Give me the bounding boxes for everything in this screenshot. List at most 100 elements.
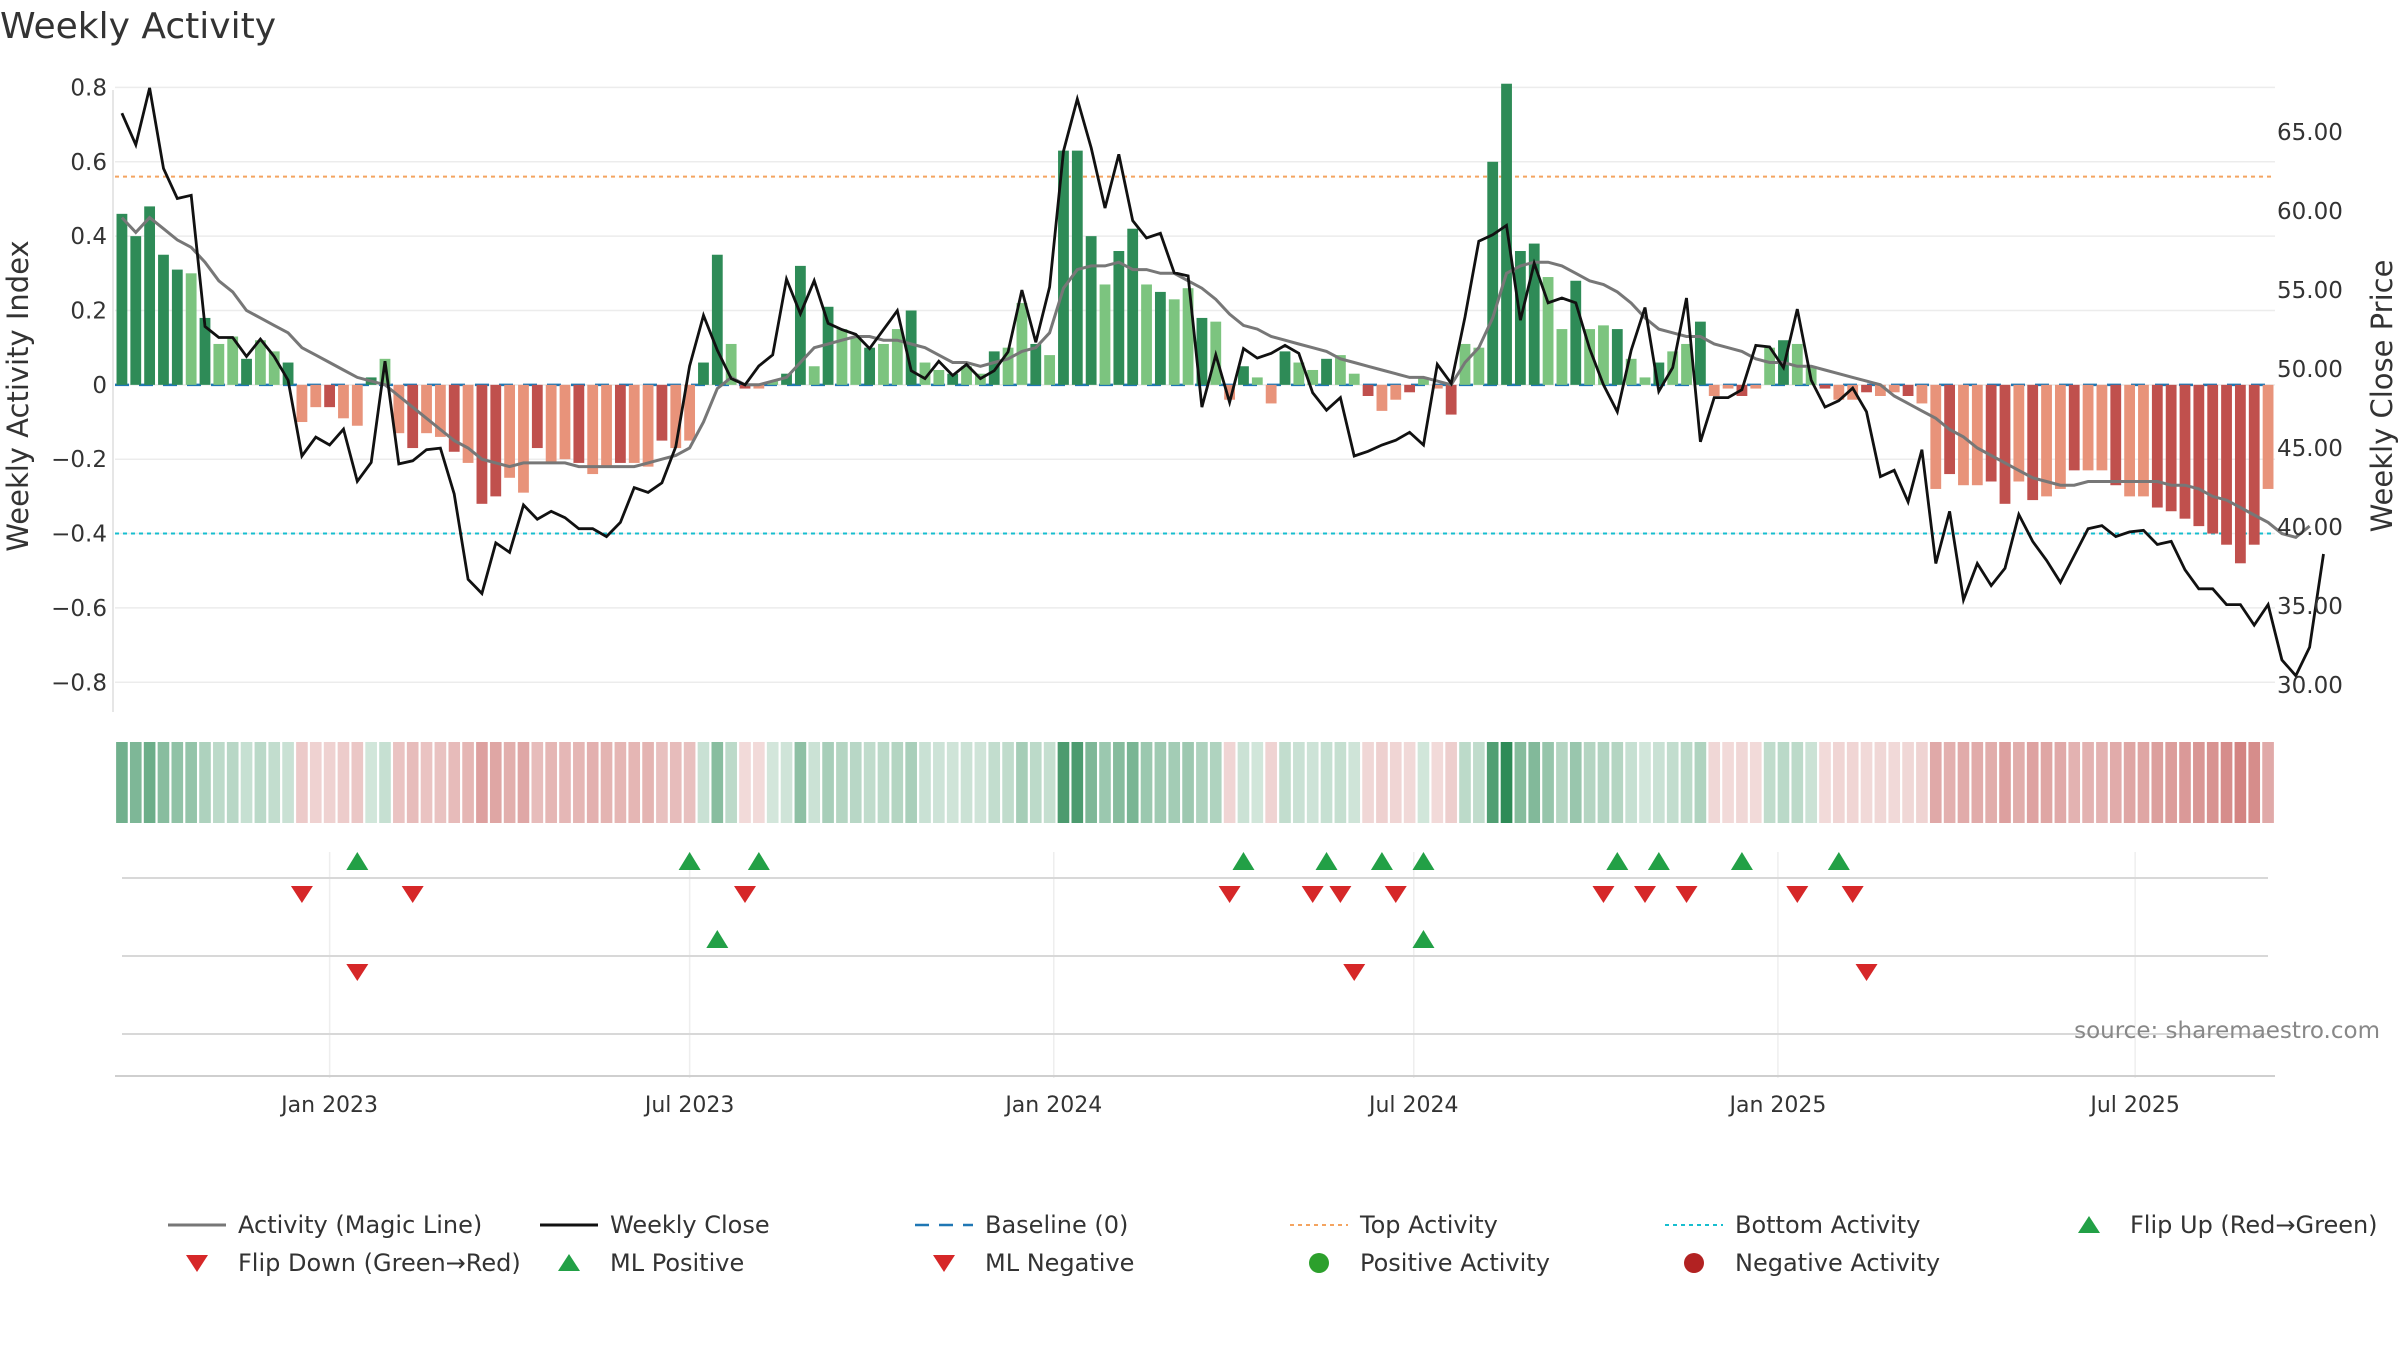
heat-cell <box>393 742 405 823</box>
heat-cell <box>213 742 225 823</box>
activity-bar <box>199 317 211 385</box>
legend-label: Top Activity <box>1359 1211 1498 1239</box>
activity-bar <box>1030 343 1042 385</box>
heat-cell <box>1846 742 1859 823</box>
event-markers <box>290 852 1878 981</box>
activity-bar <box>1861 384 1872 393</box>
heat-cell <box>476 742 488 823</box>
activity-bar <box>836 329 848 385</box>
activity-bar <box>1930 384 1942 489</box>
legend-label: Bottom Activity <box>1735 1211 1920 1239</box>
activity-bar <box>1653 362 1665 385</box>
activity-bar <box>919 362 931 385</box>
heat-cell <box>794 742 807 823</box>
activity-bar <box>781 373 792 385</box>
y-right-tick-label: 50.00 <box>2277 357 2343 383</box>
heat-cell <box>1126 742 1139 823</box>
legend-swatch-negative-dot <box>1684 1253 1704 1273</box>
source-text: source: sharemaestro.com <box>2074 1018 2380 1044</box>
x-tick-label: Jul 2023 <box>643 1093 735 1118</box>
activity-bar <box>2027 384 2039 501</box>
heat-cell <box>933 742 945 823</box>
heat-cell <box>1459 742 1471 823</box>
y-left-tick-label: −0.4 <box>51 522 107 548</box>
heat-cell <box>309 742 322 823</box>
activity-bar <box>1196 317 1208 385</box>
heat-cell <box>1791 742 1804 823</box>
legend-swatch-up-triangle <box>558 1254 580 1271</box>
activity-bar <box>1127 228 1139 385</box>
weekly-close-line <box>120 87 2325 679</box>
heat-cell <box>974 742 987 823</box>
heat-cell <box>323 742 336 823</box>
activity-bar <box>268 351 280 385</box>
heat-cell <box>1749 742 1762 823</box>
heat-cell <box>2234 742 2247 823</box>
legend-label: Positive Activity <box>1360 1249 1550 1277</box>
heat-cell <box>697 742 710 823</box>
activity-bar <box>1418 377 1429 385</box>
activity-bar <box>490 384 502 497</box>
heat-cell <box>960 742 973 823</box>
heat-cell <box>1431 742 1444 823</box>
y-left-axis-label: Weekly Activity Index <box>1 240 35 551</box>
legend-swatch-down-triangle <box>933 1255 955 1272</box>
heat-cell <box>1736 742 1748 823</box>
ml-negative-marker <box>346 964 369 981</box>
activity-bar <box>1888 384 1900 393</box>
flip-down-marker <box>1634 886 1656 903</box>
flip-up-marker <box>346 852 369 870</box>
activity-bar <box>988 351 1000 385</box>
heat-cell <box>517 742 530 823</box>
heat-cell <box>1943 742 1956 823</box>
activity-bar <box>1445 384 1457 415</box>
activity-bar <box>1750 384 1762 389</box>
heat-cell <box>1556 742 1568 823</box>
activity-bar <box>587 384 599 475</box>
activity-bar <box>905 310 917 385</box>
y-right-tick-label: 45.00 <box>2277 436 2343 462</box>
activity-bar <box>2207 384 2219 534</box>
heat-cell <box>1016 742 1028 823</box>
activity-bar <box>2234 384 2246 564</box>
activity-bar <box>241 358 252 385</box>
activity-bar <box>1584 329 1596 385</box>
activity-bar <box>2179 384 2191 519</box>
heat-cell <box>1002 742 1014 823</box>
activity-bar <box>2013 384 2025 482</box>
y-left-tick-label: 0.6 <box>70 150 107 176</box>
heat-cell <box>1237 742 1250 823</box>
activity-bar <box>1694 321 1706 385</box>
activity-bar <box>2110 384 2122 486</box>
flip-down-marker <box>1786 886 1809 903</box>
activity-bar <box>1556 329 1568 385</box>
x-tick-label: Jan 2025 <box>1727 1093 1826 1118</box>
ml-positive-marker <box>1412 930 1435 948</box>
activity-bar <box>1113 251 1125 385</box>
activity-bar <box>2151 384 2163 508</box>
heat-cell <box>2262 742 2274 823</box>
heat-cell <box>379 742 391 823</box>
activity-bar <box>711 254 723 385</box>
flip-down-marker <box>401 886 424 903</box>
activity-bar <box>1224 384 1236 400</box>
heat-cell <box>1348 742 1361 823</box>
flip-up-marker <box>1370 852 1393 870</box>
activity-bar <box>601 384 612 467</box>
heat-cell <box>836 742 848 823</box>
legend-label: ML Positive <box>610 1249 744 1277</box>
activity-bar <box>2068 384 2080 471</box>
heat-cell <box>2206 742 2219 823</box>
activity-bar <box>324 384 336 408</box>
heat-cell <box>1708 742 1721 823</box>
activity-bar <box>2124 384 2136 497</box>
heat-cell <box>226 742 239 823</box>
activity-bar <box>1681 343 1692 385</box>
heat-cell <box>1653 742 1665 823</box>
heat-cell <box>1445 742 1457 823</box>
activity-bar <box>2082 384 2094 471</box>
flip-up-marker <box>1827 852 1850 870</box>
legend-label: Negative Activity <box>1735 1249 1940 1277</box>
heat-cell <box>877 742 890 823</box>
heat-cell <box>656 742 668 823</box>
